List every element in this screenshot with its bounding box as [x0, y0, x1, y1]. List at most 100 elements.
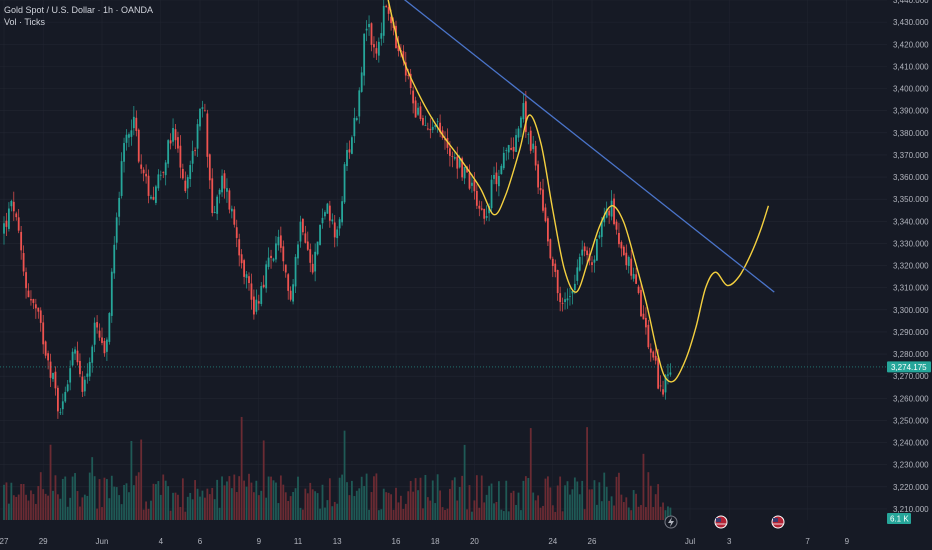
- candle-body: [412, 90, 415, 104]
- candle-body: [436, 121, 439, 123]
- volume-bar: [179, 507, 182, 520]
- candle-body: [343, 164, 346, 203]
- volume-bar: [71, 476, 74, 520]
- volume-bar: [177, 494, 179, 520]
- time-tick-label: 29: [39, 537, 48, 546]
- volume-bar: [618, 472, 620, 520]
- volume-indicator-title[interactable]: Vol · Ticks: [4, 17, 46, 27]
- volume-bar: [157, 481, 160, 520]
- candle-body: [255, 299, 258, 312]
- us-flag-event-icon[interactable]: [714, 515, 728, 529]
- lightning-event-icon[interactable]: [664, 515, 678, 529]
- volume-bar: [596, 504, 598, 520]
- volume-bar: [365, 473, 368, 520]
- candle-body: [451, 156, 454, 157]
- time-tick-label: 27: [0, 537, 9, 546]
- candle-body: [551, 258, 554, 267]
- volume-bar: [385, 492, 388, 520]
- candle-body: [471, 182, 473, 186]
- volume-bar: [659, 506, 662, 520]
- volume-bar: [113, 486, 116, 520]
- candle-body: [267, 257, 270, 267]
- us-flag-event-icon[interactable]: [771, 515, 785, 529]
- candle-body: [419, 106, 422, 120]
- volume-bar: [564, 485, 566, 520]
- volume-bar: [47, 495, 49, 520]
- volume-bar: [260, 490, 263, 520]
- volume-bar: [250, 482, 253, 520]
- volume-bar: [216, 479, 219, 520]
- candle-body: [304, 233, 307, 243]
- volume-bar: [66, 506, 69, 520]
- volume-bar: [233, 474, 236, 520]
- volume-bar: [96, 508, 98, 520]
- volume-bar: [471, 511, 473, 520]
- volume-bar: [194, 480, 196, 520]
- candle-body: [404, 62, 407, 76]
- volume-bar: [581, 480, 584, 520]
- volume-bar: [441, 507, 444, 520]
- volume-bar: [30, 490, 32, 520]
- candle-body: [167, 140, 170, 164]
- volume-bar: [150, 500, 152, 520]
- candle-body: [615, 221, 618, 230]
- candle-body: [302, 218, 304, 233]
- candle-body: [581, 249, 584, 256]
- volume-bar: [297, 476, 299, 520]
- candle-body: [155, 186, 157, 203]
- volume-bar: [79, 506, 81, 520]
- candle-body: [248, 276, 250, 283]
- candle-body: [101, 337, 103, 343]
- candle-body: [22, 253, 25, 272]
- projection-curve[interactable]: [387, 0, 770, 383]
- candle-body: [620, 242, 623, 249]
- volume-bar: [444, 510, 446, 520]
- candle-body: [194, 150, 196, 152]
- volume-bar: [44, 493, 47, 520]
- candle-body: [39, 310, 42, 323]
- candle-body: [390, 16, 392, 24]
- volume-bar: [390, 494, 392, 520]
- candle-body: [108, 313, 111, 342]
- volume-bar: [314, 491, 317, 520]
- volume-bar: [551, 505, 554, 520]
- candle-body: [196, 124, 199, 149]
- time-tick-label: 18: [431, 537, 440, 546]
- time-axis-background[interactable]: [0, 531, 887, 550]
- volume-bar: [181, 478, 184, 520]
- volume-bar: [243, 480, 245, 520]
- candle-body: [54, 371, 57, 389]
- candle-body: [657, 357, 660, 389]
- volume-bar: [527, 477, 530, 520]
- candle-body: [475, 190, 478, 206]
- volume-bar: [257, 495, 260, 520]
- volume-bar: [627, 507, 630, 520]
- price-axis-background[interactable]: [887, 0, 932, 550]
- candle-body: [132, 116, 135, 129]
- volume-bar: [608, 500, 611, 520]
- price-tick-label: 3,350.000: [893, 195, 929, 204]
- candle-body: [42, 322, 45, 345]
- candle-body: [284, 264, 287, 273]
- symbol-title[interactable]: Gold Spot / U.S. Dollar · 1h · OANDA: [4, 5, 154, 15]
- candle-body: [137, 129, 140, 162]
- candle-body: [98, 330, 101, 338]
- candle-body: [110, 271, 113, 316]
- candle-body: [218, 189, 221, 195]
- chart-grid: [0, 0, 887, 520]
- candle-body: [106, 339, 108, 352]
- candle-body: [265, 264, 268, 289]
- candle-body: [417, 107, 419, 115]
- candle-body: [637, 286, 640, 293]
- candle-body: [306, 241, 309, 250]
- volume-bar: [54, 475, 57, 520]
- volume-bar: [578, 494, 581, 520]
- candle-body: [387, 7, 390, 14]
- descending-trendline[interactable]: [388, 0, 775, 293]
- candle-body: [113, 244, 116, 274]
- candlesticks[interactable]: [3, 0, 672, 419]
- candle-body: [493, 174, 495, 179]
- candle-body: [157, 174, 160, 189]
- volume-bar: [353, 496, 356, 520]
